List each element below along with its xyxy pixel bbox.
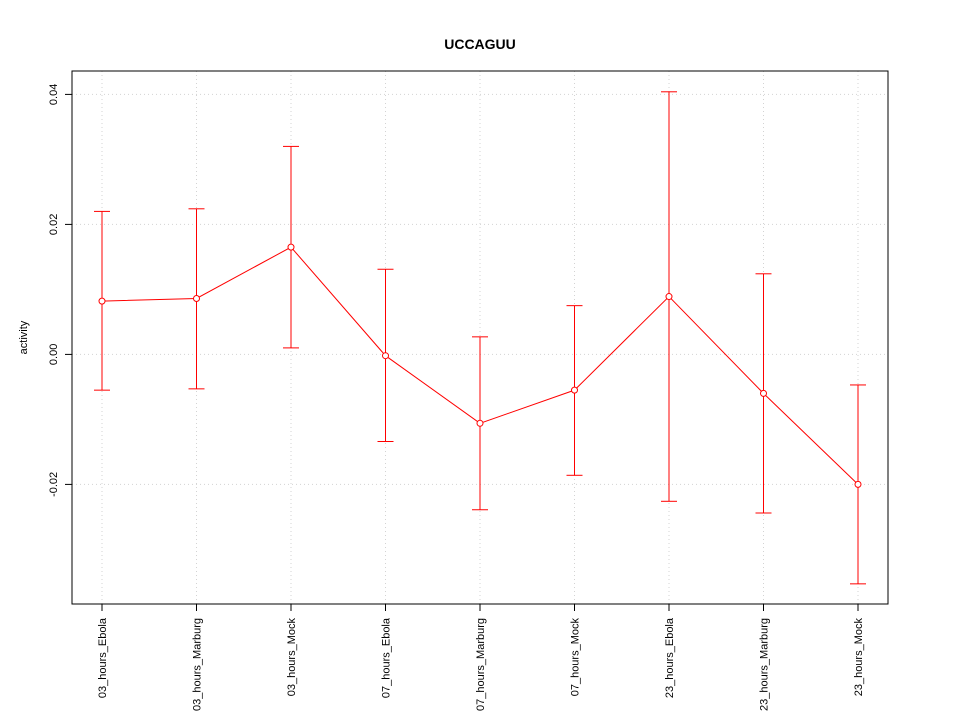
- y-axis-label: activity: [18, 320, 30, 354]
- x-tick-label: 23_hours_Marburg: [759, 618, 771, 711]
- data-point: [571, 386, 578, 394]
- y-tick-label: 0.00: [48, 344, 60, 365]
- y-axis: -0.02 0.00 0.02 0.04: [48, 84, 72, 497]
- y-tick-label: 0.02: [48, 214, 60, 235]
- data-point: [287, 243, 295, 251]
- series: [94, 91, 866, 585]
- y-tick-label: 0.04: [48, 84, 60, 105]
- x-tick-label: 03_hours_Ebola: [97, 617, 109, 698]
- y-tick-label: -0.02: [48, 472, 60, 497]
- data-point: [760, 389, 767, 397]
- x-tick-label: 23_hours_Mock: [853, 618, 865, 697]
- data-point: [382, 352, 389, 360]
- chart-title: UCCAGUU: [444, 36, 516, 52]
- x-tick-label: 03_hours_Mock: [286, 618, 298, 697]
- data-point: [854, 480, 862, 488]
- x-tick-label: 23_hours_Ebola: [664, 617, 676, 698]
- data-point: [98, 297, 106, 305]
- grid: [72, 71, 888, 604]
- x-tick-label: 03_hours_Marburg: [192, 618, 204, 711]
- x-tick-label: 07_hours_Marburg: [475, 618, 487, 711]
- data-point: [193, 295, 200, 302]
- data-point: [476, 419, 484, 427]
- x-tick-label: 07_hours_Ebola: [381, 617, 393, 698]
- data-point: [665, 293, 673, 301]
- x-tick-label: 07_hours_Mock: [570, 618, 582, 697]
- x-axis: 03_hours_Ebola 03_hours_Marburg 03_hours_M…: [97, 604, 865, 711]
